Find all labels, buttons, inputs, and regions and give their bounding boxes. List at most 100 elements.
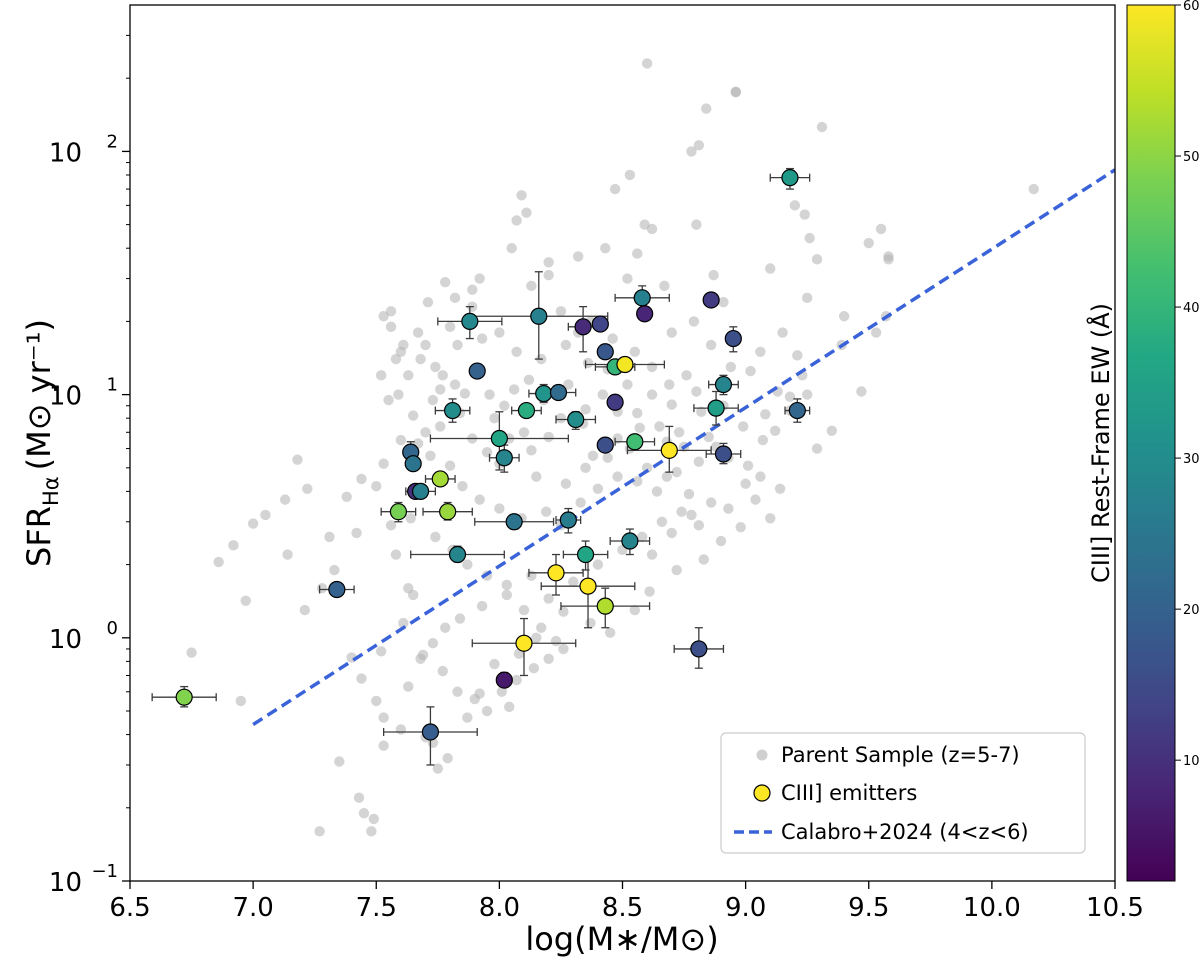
parent-point [440,276,451,288]
parent-point [403,681,414,692]
parent-point [659,280,670,292]
parent-point [526,280,537,292]
parent-point [528,662,540,674]
parent-point [432,763,444,774]
parent-point [784,391,796,402]
parent-point [395,346,407,357]
colorbar-gradient [1126,4,1176,882]
parent-point [651,486,663,497]
parent-point [622,273,633,284]
emitter-point [389,503,408,521]
parent-point [550,635,562,647]
colorbar: 10 20 30 40 50 60 CIII] Rest-Frame EW (Å) [1086,0,1200,882]
parent-point [774,483,786,494]
emitter-point [328,580,346,599]
parent-point [518,604,530,616]
parent-point [592,559,604,570]
parent-point [708,269,719,281]
parent-point [435,384,446,395]
emitter-point [702,291,720,309]
parent-point [324,531,335,543]
y-tick-exponent: 1 [107,375,118,396]
emitter-point [567,410,585,429]
parent-point [683,488,695,500]
emitter-point [574,318,592,336]
parent-point [686,509,697,521]
parent-point [587,450,599,462]
parent-point [698,554,709,565]
parent-point [757,434,769,446]
parent-point [723,503,734,514]
legend-marker-parent [756,749,768,761]
parent-point [705,497,717,508]
parent-point [489,412,500,424]
parent-point [457,481,468,492]
parent-point [755,346,766,357]
parent-point [260,509,271,521]
parent-point [385,306,397,317]
parent-point [816,121,828,133]
emitter-point [547,564,565,582]
parent-point [474,494,485,505]
parent-point [641,58,653,69]
parent-point [804,232,815,244]
emitter-point [788,401,806,420]
parent-point [742,460,754,471]
emitter-point [596,597,614,615]
emitter-point [660,441,678,459]
parent-point [612,471,623,482]
x-tick-label: 7.5 [356,893,397,923]
parent-point [600,242,611,254]
parent-point [602,452,613,463]
parent-point [696,406,707,417]
parent-point [883,254,894,265]
x-tick-label: 8.0 [479,893,520,923]
parent-point [701,103,712,114]
emitter-point [559,511,577,529]
parent-point [718,296,729,308]
parent-point [415,353,426,365]
parent-point [622,379,633,390]
parent-point [375,646,387,657]
parent-point [403,370,414,381]
emitter-point [535,384,553,403]
parent-point [646,389,658,400]
emitter-point [596,436,614,454]
colorbar-tick-label: 10 [1183,754,1200,769]
parent-point [484,389,495,400]
parent-point [481,705,493,717]
calabro-relation-line [252,168,1115,726]
emitter-point [439,503,457,521]
parent-point [452,686,463,697]
parent-point [412,327,424,338]
colorbar-tick-label: 40 [1183,301,1200,316]
parent-point [693,520,705,531]
parent-point [875,223,887,235]
emitter-point [411,482,430,500]
parent-point [543,431,554,443]
emitter-point [626,433,644,451]
parent-point [691,386,702,397]
parent-point [526,570,537,581]
emitter-point [633,289,651,307]
x-tick-label: 9.5 [848,893,889,923]
parent-point [358,808,370,819]
parent-point [629,346,641,357]
parent-point [792,350,803,361]
parent-point [435,421,446,432]
parent-point [705,339,717,351]
parent-point [543,269,554,281]
parent-point [765,513,776,524]
parent-point [737,421,749,432]
y-axis-label-subscript: Hα [39,476,63,506]
parent-point [511,674,522,686]
parent-point [329,564,340,576]
emitter-point [495,449,513,467]
parent-point [368,813,379,825]
parent-point [673,427,685,438]
parent-point [425,450,436,462]
colorbar-tick-label: 60 [1183,0,1200,14]
parent-point [437,665,448,677]
parent-point [494,503,505,514]
